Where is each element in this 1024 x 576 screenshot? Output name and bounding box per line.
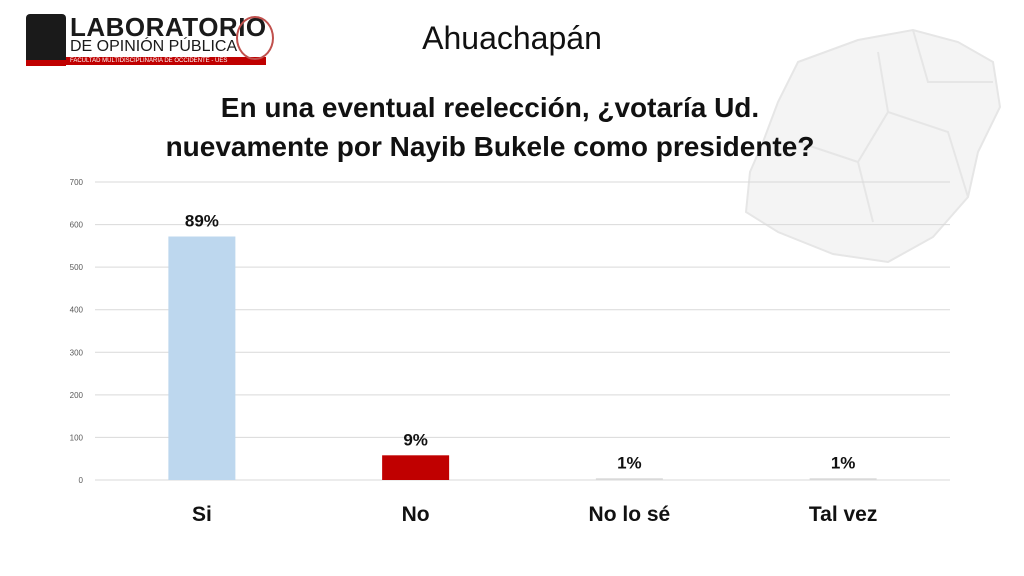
- logo-line3: FACULTAD MULTIDISCIPLINARIA DE OCCIDENTE…: [66, 57, 266, 65]
- logo-figure-icon: [26, 14, 66, 66]
- data-label-3: 1%: [617, 453, 642, 472]
- y-tick-label-400: 400: [70, 306, 84, 315]
- data-label-1: 89%: [185, 211, 219, 230]
- region-title: Ahuachapán: [422, 20, 602, 56]
- x-axis-labels: Si No No lo sé Tal vez: [192, 503, 877, 526]
- bar-4: [809, 478, 877, 480]
- x-tick-label-2: No: [402, 503, 430, 526]
- x-tick-label-4: Tal vez: [809, 503, 877, 526]
- y-tick-label-700: 700: [70, 178, 84, 187]
- lab-logo: LABORATORIO DE OPINIÓN PÚBLICA FACULTAD …: [26, 12, 276, 66]
- data-labels: 89% 9% 1% 1%: [185, 211, 856, 472]
- logo-line2: DE OPINIÓN PÚBLICA: [70, 38, 238, 55]
- bar-3: [595, 478, 663, 480]
- question-line-1: En una eventual reelección, ¿votaría Ud.: [220, 92, 760, 123]
- chart-bars: [168, 236, 877, 480]
- question-title: En una eventual reelección, ¿votaría Ud.…: [100, 88, 880, 166]
- y-axis-ticks: 0 100 200 300 400 500 600 700: [70, 178, 84, 485]
- y-tick-label-200: 200: [70, 391, 84, 400]
- data-label-4: 1%: [831, 453, 856, 472]
- logo-line1: LABORATORIO: [70, 12, 267, 42]
- y-tick-label-500: 500: [70, 263, 84, 272]
- data-label-2: 9%: [403, 430, 428, 449]
- question-line-2: nuevamente por Nayib Bukele como preside…: [165, 131, 815, 162]
- x-tick-label-1: Si: [192, 503, 212, 526]
- department-map-icon: [744, 28, 1002, 264]
- chart-grid: [95, 181, 950, 481]
- y-tick-label-0: 0: [79, 476, 84, 485]
- y-tick-label-600: 600: [70, 221, 84, 230]
- bar-1: [168, 236, 236, 480]
- bar-2: [382, 455, 450, 480]
- y-tick-label-300: 300: [70, 348, 84, 357]
- university-seal-icon: [236, 16, 274, 60]
- x-tick-label-3: No lo sé: [589, 503, 671, 526]
- y-tick-label-100: 100: [70, 433, 84, 442]
